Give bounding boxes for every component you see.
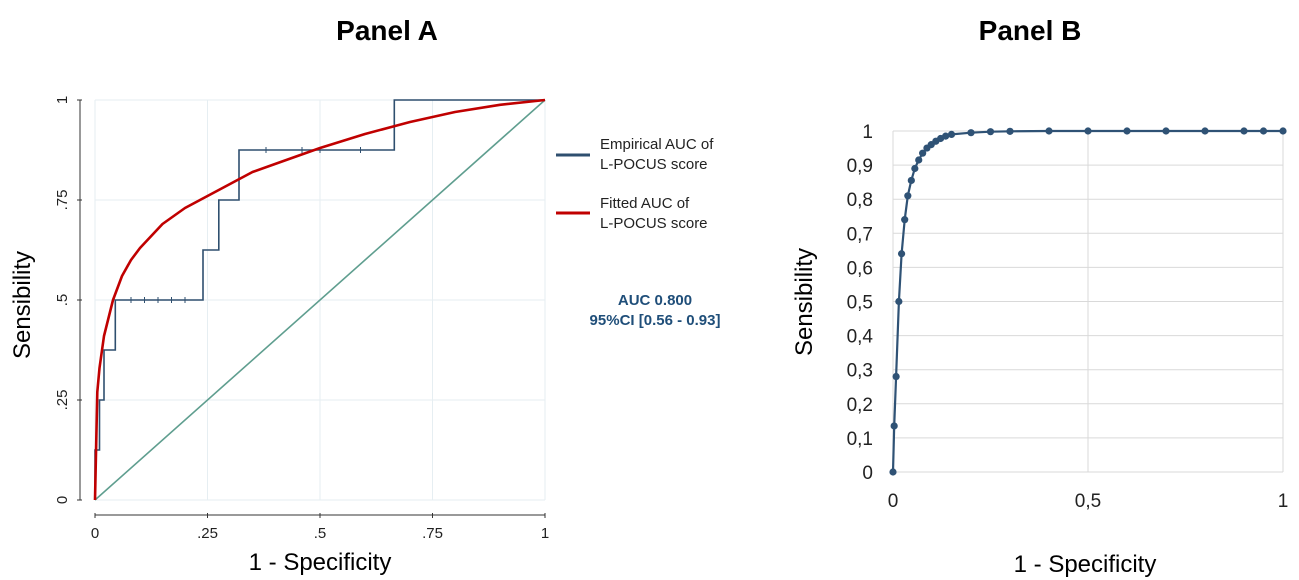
panel-a-title: Panel A — [336, 15, 438, 46]
panel-b-y-tick-label: 0,1 — [847, 429, 873, 450]
panel-a-y-tick-label: .75 — [54, 190, 71, 211]
panel-b-roc-point — [986, 128, 995, 136]
panel-b-roc-point — [897, 250, 906, 258]
auc-confidence-interval: 95%CI [0.56 - 0.93] — [590, 312, 721, 329]
panel-b-y-tick-label: 0,9 — [847, 156, 873, 177]
panel-b-roc-point — [942, 132, 950, 140]
panel-b-roc-point — [919, 149, 927, 157]
legend-fitted-label-line-2: L-POCUS score — [600, 215, 708, 232]
panel-b: Panel B 0 0,1 0,2 0,3 0,4 0,5 0,6 0,7 0,8 0,9 1 0 0,… — [791, 15, 1288, 578]
panel-a-x-tick-label: .25 — [197, 525, 218, 542]
panel-b-roc-point — [1240, 127, 1248, 135]
panel-b-x-tick-label: 0,5 — [1075, 491, 1101, 512]
panel-b-y-tick-label: 0,8 — [847, 190, 873, 211]
panel-b-roc-point — [901, 216, 909, 224]
panel-b-roc-point — [904, 192, 912, 200]
panel-b-gridlines — [892, 130, 1284, 473]
panel-b-roc-point — [895, 297, 903, 306]
panel-b-title: Panel B — [979, 15, 1082, 46]
panel-b-roc-point — [907, 176, 915, 185]
panel-b-roc-point — [947, 130, 956, 139]
panel-a-x-tick-label: 0 — [91, 525, 99, 542]
panel-b-roc-point — [915, 156, 923, 164]
panel-b-y-axis-label: Sensibility — [791, 248, 818, 356]
panel-b-y-tick-label: 0,5 — [847, 293, 873, 314]
panel-b-series — [889, 127, 1287, 476]
panel-b-y-tick-label: 0,2 — [847, 395, 873, 416]
panel-a: Panel A 0 .25 .5 .75 1 0 .25 .5 .75 1 1 - Specifi… — [9, 15, 720, 576]
panel-b-roc-point — [1006, 127, 1014, 135]
panel-b-y-tick-label: 0,3 — [847, 361, 873, 382]
panel-a-empirical-line — [94, 99, 545, 500]
legend-empirical-label-line-2: L-POCUS score — [600, 156, 708, 173]
panel-a-x-tick-label: .75 — [422, 525, 443, 542]
panel-a-x-axis-label: 1 - Specificity — [249, 549, 392, 576]
panel-b-roc-point — [1123, 127, 1131, 135]
panel-b-tick-labels: 0 0,1 0,2 0,3 0,4 0,5 0,6 0,7 0,8 0,9 1 0 0,5 1 — [847, 122, 1289, 512]
panel-b-y-tick-label: 1 — [862, 122, 873, 143]
panel-a-y-tick-label: .5 — [54, 294, 71, 307]
panel-a-y-tick-label: .25 — [54, 390, 71, 411]
panel-a-y-tick-label: 1 — [54, 96, 71, 104]
panel-a-x-tick-label: .5 — [314, 525, 327, 542]
panel-b-y-tick-label: 0,6 — [847, 258, 873, 279]
panel-b-x-axis-label: 1 - Specificity — [1014, 551, 1157, 578]
panel-b-roc-point — [1162, 127, 1170, 135]
panel-b-roc-point — [1279, 127, 1287, 135]
panel-b-roc-point — [1201, 127, 1209, 135]
panel-b-y-tick-label: 0,7 — [847, 224, 873, 245]
panel-b-roc-point — [1084, 127, 1092, 135]
panel-a-series — [93, 98, 546, 501]
panel-b-roc-point — [911, 164, 919, 173]
panel-a-y-axis-label: Sensibility — [9, 251, 36, 359]
panel-a-legend: Empirical AUC of L-POCUS score Fitted AU… — [556, 136, 714, 232]
panel-b-roc-point — [1259, 127, 1268, 135]
legend-fitted-label-line-1: Fitted AUC of — [600, 195, 690, 212]
panel-a-tick-labels: 0 .25 .5 .75 1 0 .25 .5 .75 1 — [54, 96, 549, 542]
panel-b-roc-point — [892, 372, 900, 381]
panel-b-x-tick-label: 0 — [888, 491, 899, 512]
panel-a-axes — [77, 99, 546, 518]
panel-a-x-tick-label: 1 — [541, 525, 549, 542]
panel-b-roc-point — [1045, 127, 1053, 135]
panel-b-y-tick-label: 0,4 — [847, 327, 874, 348]
legend-empirical-label-line-1: Empirical AUC of — [600, 136, 714, 153]
panel-b-x-tick-label: 1 — [1278, 491, 1289, 512]
panel-b-roc-point — [890, 422, 898, 430]
auc-value: AUC 0.800 — [618, 292, 692, 309]
panel-b-y-tick-label: 0 — [862, 463, 873, 484]
panel-b-roc-point — [967, 129, 975, 137]
panel-a-reference-line — [94, 99, 546, 501]
panel-a-y-tick-label: 0 — [54, 496, 71, 504]
panel-a-fitted-curve — [93, 98, 546, 501]
panel-b-roc-point — [889, 468, 897, 476]
